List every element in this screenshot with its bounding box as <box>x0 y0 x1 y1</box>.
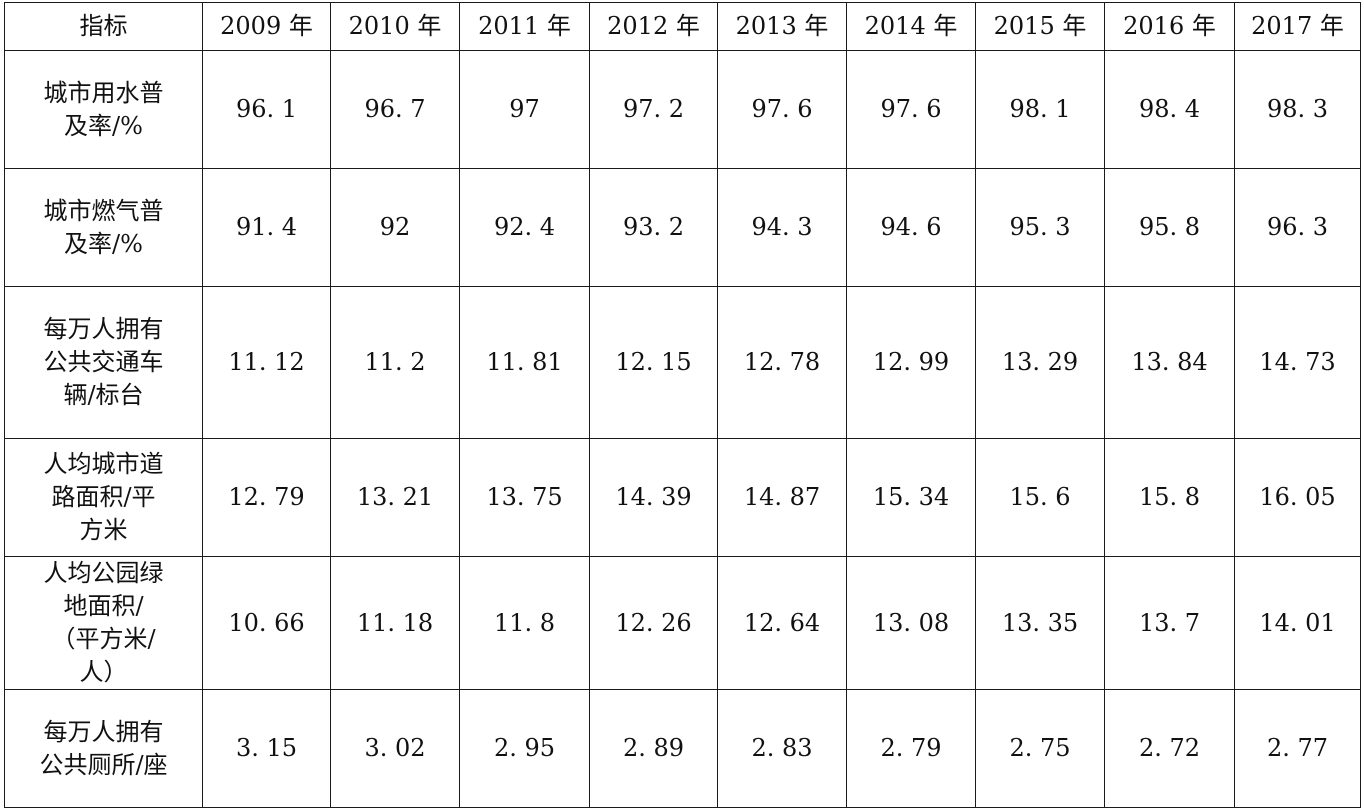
table-cell: 12. 64 <box>717 556 847 690</box>
table-cell: 97 <box>459 50 590 169</box>
table-cell: 3. 15 <box>202 689 331 808</box>
table-cell: 3. 02 <box>330 689 460 808</box>
row-label: 每万人拥有公共厕所/座 <box>39 717 168 779</box>
table-cell: 14. 87 <box>717 438 847 557</box>
table-cell: 13. 29 <box>975 286 1105 439</box>
table-cell: 92. 4 <box>459 168 590 287</box>
table-cell: 12. 99 <box>846 286 976 439</box>
header-cell-year: 2015 年 <box>975 2 1105 51</box>
header-cell-indicator: 指标 <box>4 2 203 51</box>
row-label: 城市用水普及率/% <box>43 78 164 140</box>
table-cell: 96. 3 <box>1234 168 1361 287</box>
table-cell: 12. 79 <box>202 438 331 557</box>
table-cell: 12. 78 <box>717 286 847 439</box>
header-cell-year: 2016 年 <box>1104 2 1235 51</box>
row-label-cell: 每万人拥有公共厕所/座 <box>4 689 203 808</box>
table-cell: 98. 1 <box>975 50 1105 169</box>
table-cell: 93. 2 <box>589 168 718 287</box>
row-label-cell: 人均城市道路面积/平方米 <box>4 438 203 557</box>
table-cell: 92 <box>330 168 460 287</box>
table-cell: 97. 6 <box>846 50 976 169</box>
table-cell: 14. 39 <box>589 438 718 557</box>
row-label: 人均城市道路面积/平方米 <box>43 450 164 544</box>
table-row-road-area: 人均城市道路面积/平方米 12. 79 13. 21 13. 75 14. 39… <box>4 438 1361 557</box>
table-cell: 15. 34 <box>846 438 976 557</box>
row-label-cell: 城市用水普及率/% <box>4 50 203 169</box>
header-cell-year: 2011 年 <box>459 2 590 51</box>
table-cell: 95. 8 <box>1104 168 1235 287</box>
table-cell: 15. 6 <box>975 438 1105 557</box>
table-cell: 98. 4 <box>1104 50 1235 169</box>
table-cell: 2. 72 <box>1104 689 1235 808</box>
table-cell: 95. 3 <box>975 168 1105 287</box>
table-cell: 13. 21 <box>330 438 460 557</box>
header-cell-year: 2017 年 <box>1234 2 1361 51</box>
table-cell: 11. 81 <box>459 286 590 439</box>
table-cell: 13. 75 <box>459 438 590 557</box>
table-cell: 91. 4 <box>202 168 331 287</box>
table-cell: 2. 83 <box>717 689 847 808</box>
table-cell: 97. 2 <box>589 50 718 169</box>
table-cell: 2. 79 <box>846 689 976 808</box>
table-cell: 13. 08 <box>846 556 976 690</box>
table-cell: 10. 66 <box>202 556 331 690</box>
table-cell: 2. 89 <box>589 689 718 808</box>
table-cell: 97. 6 <box>717 50 847 169</box>
header-cell-year: 2010 年 <box>330 2 460 51</box>
header-cell-year: 2012 年 <box>589 2 718 51</box>
table-cell: 98. 3 <box>1234 50 1361 169</box>
indicator-table-container: 指标 2009 年 2010 年 2011 年 2012 年 2013 年 20… <box>4 2 1361 808</box>
table-cell: 16. 05 <box>1234 438 1361 557</box>
table-cell: 11. 18 <box>330 556 460 690</box>
table-cell: 2. 77 <box>1234 689 1361 808</box>
table-row-public-transport: 每万人拥有公共交通车辆/标台 11. 12 11. 2 11. 81 12. 1… <box>4 286 1361 439</box>
table-cell: 2. 95 <box>459 689 590 808</box>
table-cell: 11. 2 <box>330 286 460 439</box>
table-cell: 11. 8 <box>459 556 590 690</box>
table-row-gas-coverage: 城市燃气普及率/% 91. 4 92 92. 4 93. 2 94. 3 94.… <box>4 168 1361 287</box>
table-cell: 13. 35 <box>975 556 1105 690</box>
table-cell: 15. 8 <box>1104 438 1235 557</box>
row-label: 城市燃气普及率/% <box>43 196 164 258</box>
table-row-park-area: 人均公园绿地面积/（平方米/人） 10. 66 11. 18 11. 8 12.… <box>4 556 1361 690</box>
row-label-cell: 城市燃气普及率/% <box>4 168 203 287</box>
row-label: 每万人拥有公共交通车辆/标台 <box>43 315 164 409</box>
table-cell: 12. 26 <box>589 556 718 690</box>
table-cell: 14. 01 <box>1234 556 1361 690</box>
indicator-table: 指标 2009 年 2010 年 2011 年 2012 年 2013 年 20… <box>4 2 1361 808</box>
table-cell: 94. 3 <box>717 168 847 287</box>
table-cell: 14. 73 <box>1234 286 1361 439</box>
table-cell: 96. 7 <box>330 50 460 169</box>
row-label: 人均公园绿地面积/（平方米/人） <box>43 559 164 686</box>
table-cell: 13. 84 <box>1104 286 1235 439</box>
table-row-water-coverage: 城市用水普及率/% 96. 1 96. 7 97 97. 2 97. 6 97.… <box>4 50 1361 169</box>
table-cell: 96. 1 <box>202 50 331 169</box>
table-cell: 11. 12 <box>202 286 331 439</box>
row-label-cell: 每万人拥有公共交通车辆/标台 <box>4 286 203 439</box>
header-cell-year: 2013 年 <box>717 2 847 51</box>
header-cell-year: 2009 年 <box>202 2 331 51</box>
table-row-public-toilets: 每万人拥有公共厕所/座 3. 15 3. 02 2. 95 2. 89 2. 8… <box>4 689 1361 808</box>
header-row: 指标 2009 年 2010 年 2011 年 2012 年 2013 年 20… <box>4 2 1361 51</box>
header-cell-year: 2014 年 <box>846 2 976 51</box>
table-cell: 12. 15 <box>589 286 718 439</box>
table-cell: 13. 7 <box>1104 556 1235 690</box>
table-cell: 2. 75 <box>975 689 1105 808</box>
table-cell: 94. 6 <box>846 168 976 287</box>
row-label-cell: 人均公园绿地面积/（平方米/人） <box>4 556 203 690</box>
